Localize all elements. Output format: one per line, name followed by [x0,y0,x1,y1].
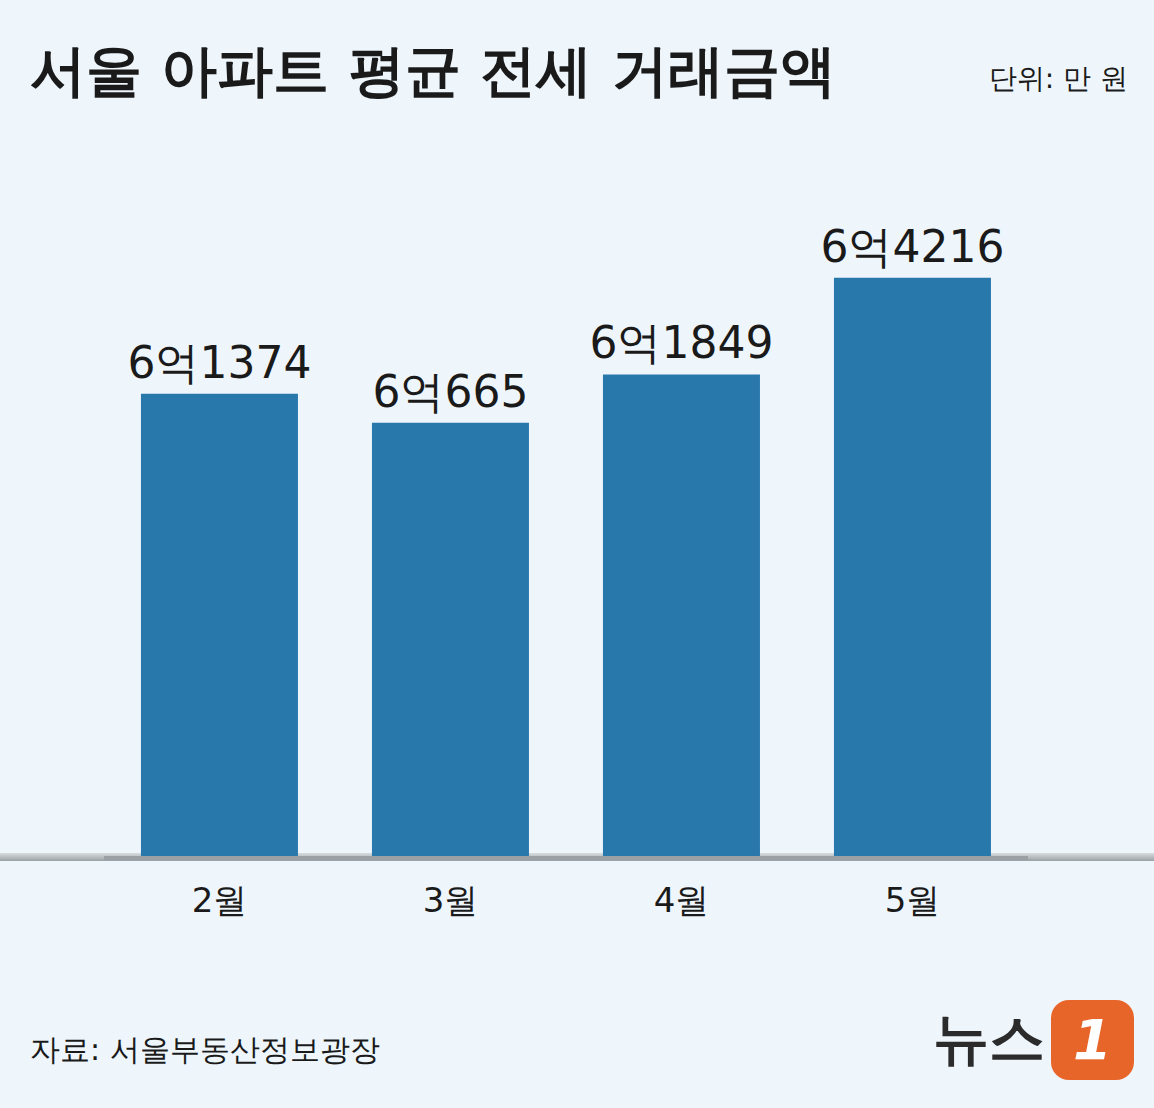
html-text:뉴스: 뉴스 [933,1006,1045,1071]
html-text:단위: 만 원: 단위: 만 원 [988,62,1128,95]
html-text:서울 아파트 평균 전세 거래금액: 서울 아파트 평균 전세 거래금액 [30,38,836,103]
svg-text:3월: 3월 [423,880,479,920]
html-text:1: 1 [1073,1007,1112,1072]
svg-text:4월: 4월 [654,880,710,920]
svg-text:6억665: 6억665 [372,366,528,417]
svg-text:6억4216: 6억4216 [820,221,1004,272]
html-text:자료: 서울부동산정보광장: 자료: 서울부동산정보광장 [30,1032,380,1067]
svg-text:6억1374: 6억1374 [127,337,311,388]
svg-text:5월: 5월 [885,880,941,920]
svg-text:6억1849: 6억1849 [589,317,773,368]
svg-text:2월: 2월 [192,880,248,920]
